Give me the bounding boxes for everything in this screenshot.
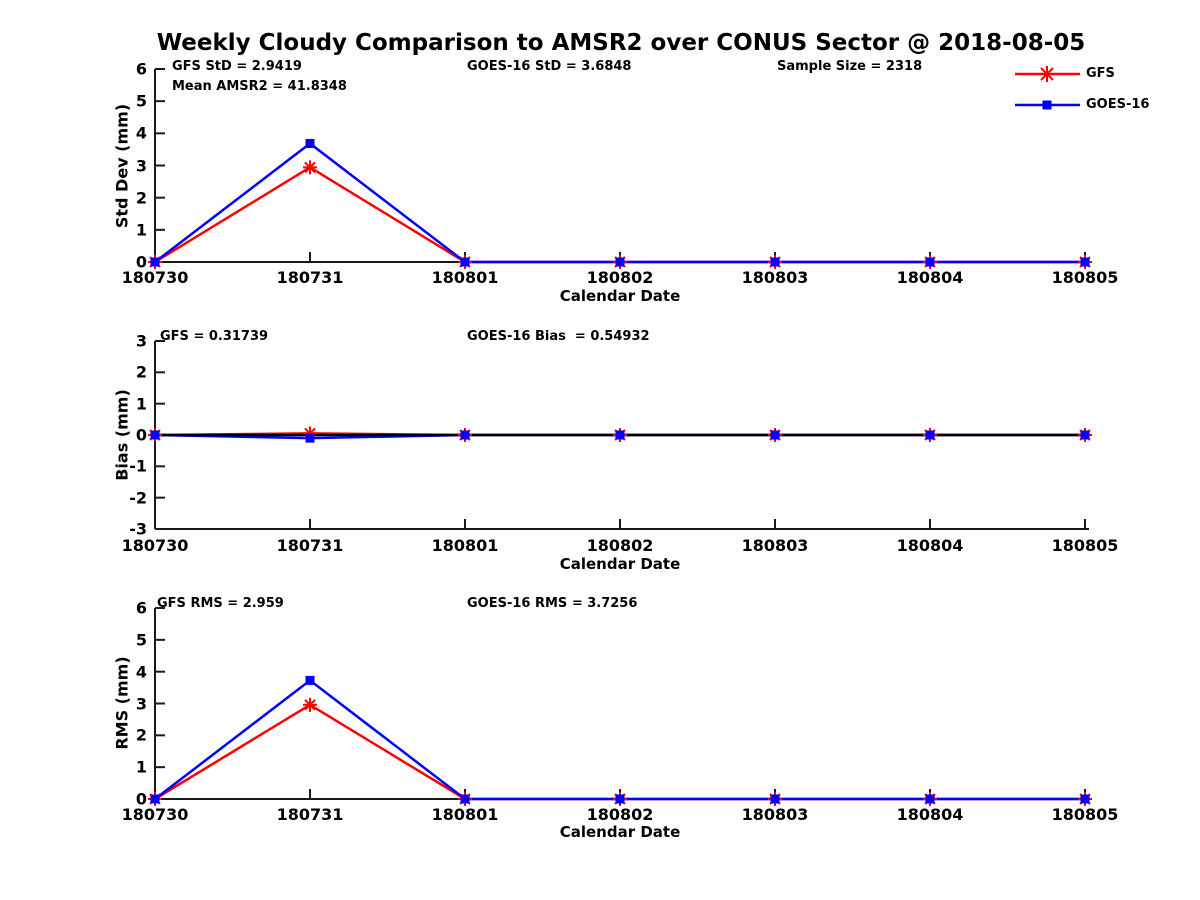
x-tick-label: 180731 [276,268,344,287]
goes16-square-marker [925,430,935,440]
y-tick-label: 3 [135,331,147,351]
x-tick-label: 180731 [276,536,344,555]
goes16-square-marker [615,430,625,440]
goes16-square-marker [615,794,625,804]
x-axis-label-bias: Calendar Date [559,555,681,573]
annotation-goes-rms: GOES-16 RMS = 3.7256 [467,596,638,611]
x-tick-label: 180801 [431,536,499,555]
goes16-square-marker [460,794,470,804]
y-tick-label: 2 [135,725,147,745]
x-tick-label: 180801 [431,805,499,824]
goes16-line-stddev [154,141,1085,264]
y-tick-label: 1 [135,757,147,777]
annotation-gfs-bias: GFS = 0.31739 [160,329,269,344]
goes16-square-marker [1080,430,1090,440]
gfs-line-stddev [154,165,1085,264]
annotation-sample-size: Sample Size = 2318 [777,59,923,74]
goes16-square-marker [305,433,315,443]
y-tick-label: 2 [135,188,147,208]
goes16-square-marker [615,257,625,267]
goes16-square-marker [770,430,780,440]
x-tick-label: 180804 [896,536,964,555]
y-axis-label-rms: RMS (mm) [112,656,132,750]
legend-goes16-square-icon [1042,100,1052,110]
annotation-goes-bias: GOES-16 Bias = 0.54932 [467,329,650,344]
y-axis-label-stddev: Std Dev (mm) [112,103,132,229]
y-tick-label: 3 [135,156,147,175]
annotation-gfs-rms: GFS RMS = 2.959 [157,596,284,611]
goes16-square-marker [1080,257,1090,267]
y-tick-label: 1 [135,394,147,414]
x-tick-label: 180805 [1051,268,1119,287]
x-axis-label-stddev: Calendar Date [559,287,681,305]
y-tick-label: 3 [135,694,147,713]
goes16-square-marker [1080,794,1090,804]
goes16-square-marker [305,675,315,685]
annotation-mean-amsr2: Mean AMSR2 = 41.8348 [172,79,347,94]
x-axis-label-rms: Calendar Date [559,823,681,841]
x-tick-label: 180803 [741,536,809,555]
y-tick-label: 1 [135,220,147,240]
x-tick-label: 180804 [896,805,964,824]
x-tick-label: 180802 [586,268,654,287]
y-tick-label: 4 [135,662,147,682]
y-tick-label: 6 [135,59,147,79]
y-tick-label: 5 [135,630,147,650]
x-tick-label: 180803 [741,268,809,287]
y-tick-label: -1 [129,456,147,476]
x-tick-label: 180730 [121,536,189,555]
y-tick-label: -2 [129,488,147,508]
goes16-square-marker [770,257,780,267]
goes16-square-marker [150,794,160,804]
y-tick-label: 6 [135,598,147,618]
y-tick-label: 0 [135,252,147,272]
x-tick-label: 180805 [1051,536,1119,555]
x-tick-label: 180801 [431,268,499,287]
legend-label-goes16: GOES-16 [1086,97,1150,112]
gfs-asterisk-marker [303,697,317,712]
goes16-square-marker [460,430,470,440]
goes16-square-marker [925,794,935,804]
x-tick-label: 180802 [586,536,654,555]
chart-title: Weekly Cloudy Comparison to AMSR2 over C… [156,30,1086,56]
x-tick-label: 180804 [896,268,964,287]
y-tick-label: 0 [135,789,147,809]
y-tick-label: 4 [135,123,147,143]
gfs-asterisk-marker [303,160,317,175]
goes16-square-marker [305,138,315,148]
y-tick-label: 0 [135,425,147,445]
x-tick-label: 180731 [276,805,344,824]
x-tick-label: 180730 [121,805,189,824]
goes16-line-rms [154,678,1085,801]
x-tick-label: 180802 [586,805,654,824]
goes16-square-marker [150,430,160,440]
goes16-square-marker [925,257,935,267]
y-tick-label: -3 [129,519,147,539]
x-tick-label: 180805 [1051,805,1119,824]
y-tick-label: 2 [135,362,147,382]
gfs-line-rms [154,703,1085,801]
goes16-square-marker [460,257,470,267]
x-tick-label: 180803 [741,805,809,824]
y-tick-label: 5 [135,91,147,111]
annotation-goes-std: GOES-16 StD = 3.6848 [467,59,632,74]
x-tick-label: 180730 [121,268,189,287]
annotation-gfs-std: GFS StD = 2.9419 [172,59,302,74]
goes16-square-marker [770,794,780,804]
legend-gfs-asterisk-icon [1039,66,1055,82]
goes16-square-marker [150,257,160,267]
legend-label-gfs: GFS [1086,66,1115,81]
